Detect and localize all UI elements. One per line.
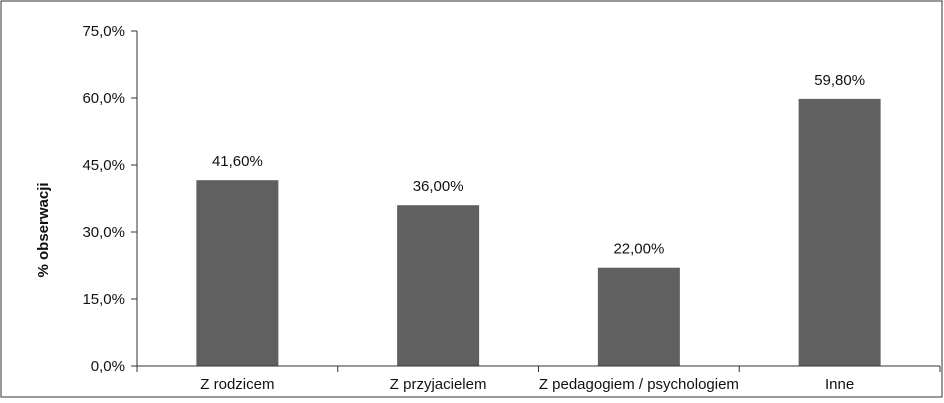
bar <box>196 180 279 366</box>
y-axis-ticks: 0,0% 15,0% 30,0% 45,0% 60,0% 75,0% <box>82 23 137 375</box>
y-tick-label: 15,0% <box>82 291 125 308</box>
y-tick-label: 60,0% <box>82 90 125 107</box>
x-category-label: Inne <box>825 376 854 393</box>
data-label: 41,60% <box>212 153 263 170</box>
bar <box>798 98 881 366</box>
data-label: 36,00% <box>413 178 464 195</box>
y-tick-label: 45,0% <box>82 157 125 174</box>
bar-series <box>196 98 881 366</box>
data-label: 22,00% <box>613 241 664 258</box>
y-tick-label: 0,0% <box>91 358 125 375</box>
data-label: 59,80% <box>814 72 865 89</box>
bar <box>597 267 680 366</box>
data-labels: 41,60% 36,00% 22,00% 59,80% <box>212 72 865 258</box>
bar <box>397 205 480 366</box>
y-tick-label: 75,0% <box>82 23 125 40</box>
x-axis-categories: Z rodzicem Z przyjacielem Z pedagogiem / p… <box>200 376 854 393</box>
x-category-label: Z przyjacielem <box>390 376 487 393</box>
x-category-label: Z rodzicem <box>200 376 274 393</box>
y-tick-label: 30,0% <box>82 224 125 241</box>
y-axis-title: % obserwacji <box>35 182 52 277</box>
x-category-label: Z pedagogiem / psychologiem <box>539 376 739 393</box>
axes <box>136 31 941 372</box>
